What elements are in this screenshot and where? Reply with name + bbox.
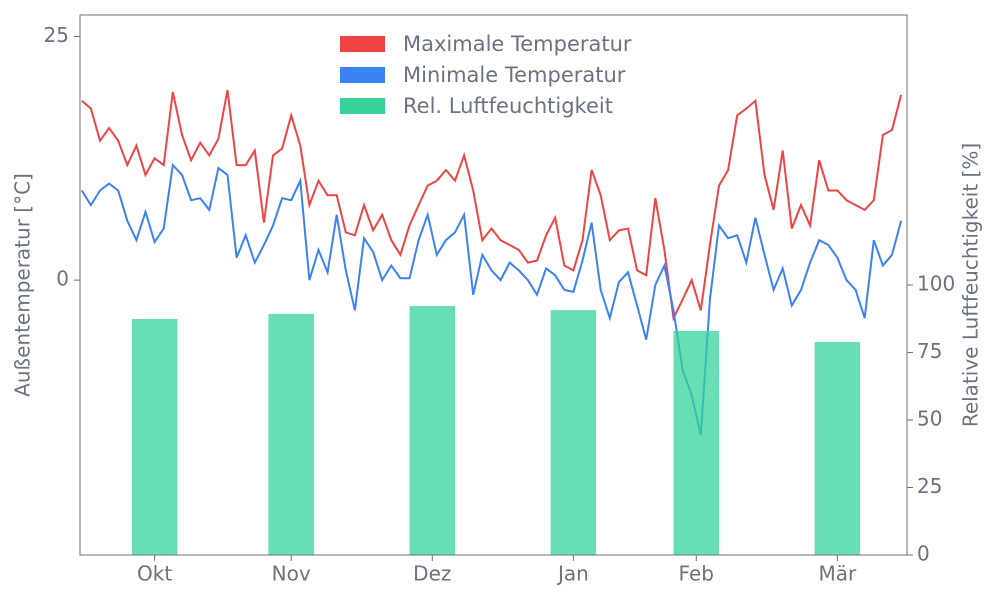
y-tick-label: 0 [56, 267, 69, 291]
y2-tick-label: 25 [917, 474, 942, 498]
x-tick-label: Jan [556, 562, 589, 586]
series-line [80, 162, 903, 436]
series-line [81, 89, 903, 322]
plot-frame [79, 14, 908, 556]
bar [673, 330, 720, 555]
bar [814, 341, 861, 555]
bar [409, 306, 456, 555]
bar [550, 310, 597, 555]
legend-swatch [340, 67, 385, 83]
x-tick-label: Mär [818, 562, 857, 586]
legend-label: Maximale Temperatur [403, 32, 632, 56]
legend-swatch [340, 36, 385, 52]
x-tick-label: Feb [679, 562, 714, 586]
y2-tick-label: 100 [917, 272, 955, 296]
y-axis-label: Außentemperatur [°C] [11, 173, 35, 397]
y2-tick-label: 0 [917, 542, 930, 566]
y2-tick-label: 50 [917, 407, 942, 431]
x-tick-label: Nov [272, 562, 311, 586]
legend-label: Minimale Temperatur [403, 63, 626, 87]
legend-label: Rel. Luftfeuchtigkeit [403, 94, 613, 118]
y-tick-label: 25 [44, 23, 69, 47]
x-tick-label: Okt [137, 562, 172, 586]
y2-tick-label: 75 [917, 339, 942, 363]
bar [268, 313, 314, 555]
legend-swatch [340, 98, 385, 114]
y2-axis-label: Relative Luftfeuchtigkeit [%] [959, 143, 983, 427]
bar [131, 319, 178, 555]
x-tick-label: Dez [413, 562, 451, 586]
